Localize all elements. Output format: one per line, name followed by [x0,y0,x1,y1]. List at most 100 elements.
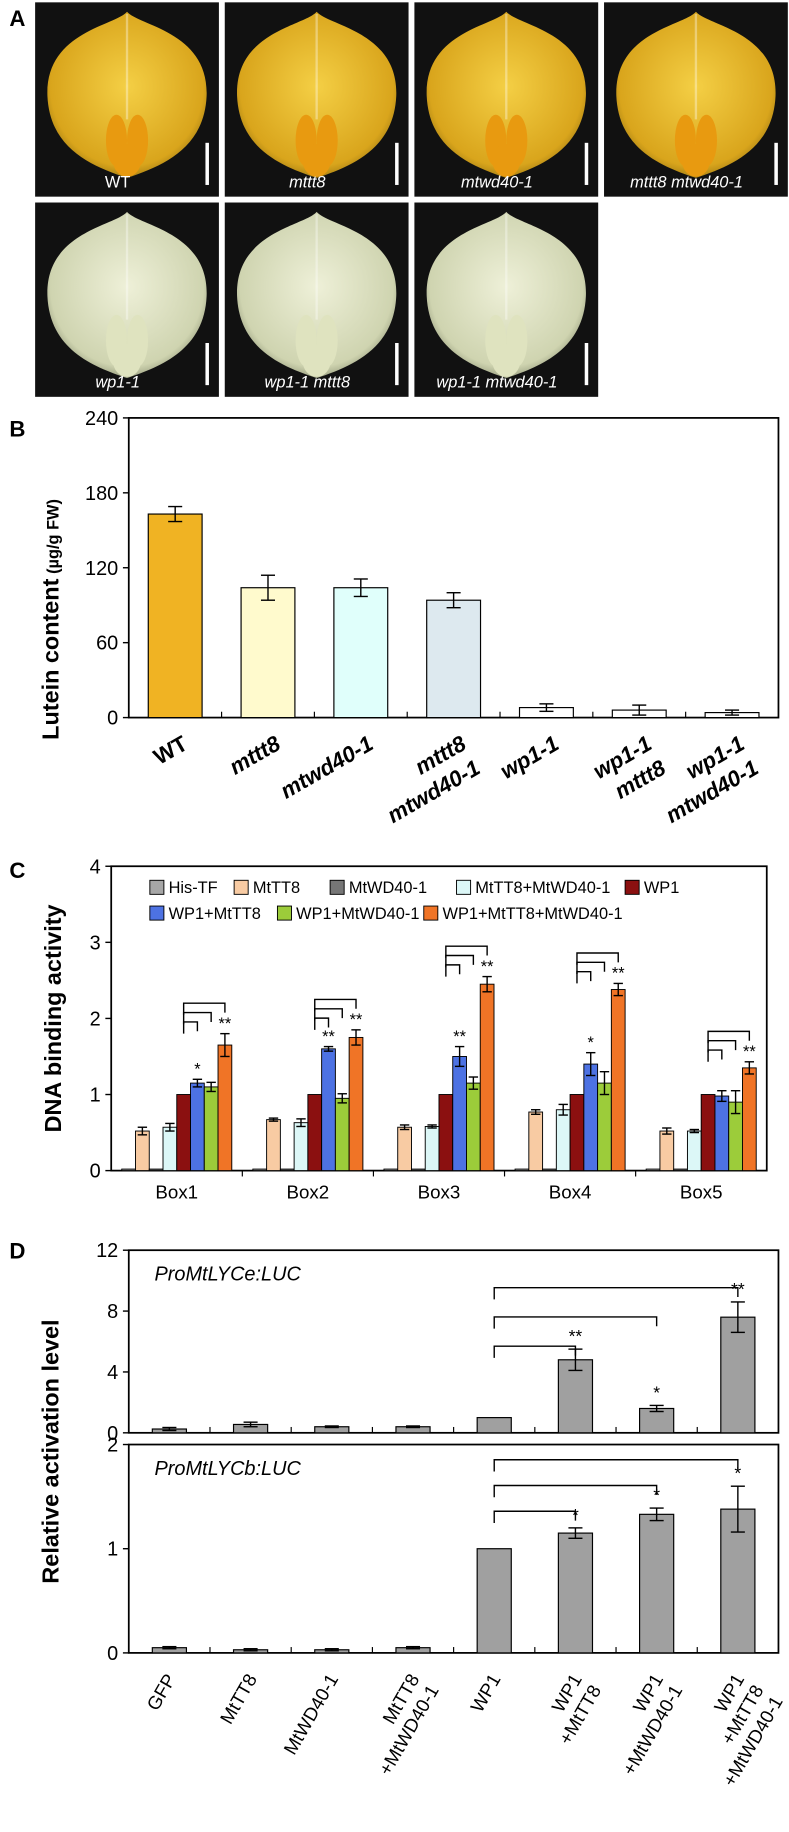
bar [597,1082,612,1172]
genotype-label: mtwd40-1 [461,173,533,191]
genotype-label: wp1-1 mttt8 [265,373,351,391]
bar [476,1417,512,1434]
bar [639,1407,675,1434]
x-tick-label: mttt8 [225,730,285,779]
legend-label: MtTT8 [253,879,300,897]
x-tick-label: GFP [142,1670,179,1714]
bar [720,1508,756,1654]
legend-swatch [149,905,165,921]
legend-swatch [233,879,249,895]
bar [479,983,495,1172]
significance-label: ** [219,1015,232,1033]
y-tick-label: 0 [107,1643,118,1665]
bar [293,1122,309,1172]
bar [659,1130,675,1172]
bar [645,1168,661,1172]
genotype-label: WT [105,173,130,191]
legend-label: MtTT8+MtWD40-1 [475,879,610,897]
bar [307,1094,323,1172]
legend-swatch [456,879,472,895]
y-axis-label: Lutein content (µg/g FW) [38,499,64,740]
keel [681,143,710,177]
keel [112,143,142,177]
comparison-bracket [182,1011,212,1025]
bar [190,1082,205,1172]
legend-label: WP1 [644,879,680,897]
comparison-bracket [182,1021,199,1034]
bar [557,1359,594,1434]
petal [426,11,586,178]
legend-label: His-TF [169,879,218,897]
significance-label: * [734,1463,741,1483]
bar [686,1130,702,1172]
bar [639,1513,675,1654]
x-tick-label: WT [149,730,192,769]
y-tick-label: 2 [107,1435,118,1457]
keel [112,344,142,377]
bar [700,1094,716,1172]
annotation: ProMtLYCe:LUC [155,1264,302,1286]
x-tick-label: wp1-1mttt8 [589,730,671,808]
bar [121,1168,136,1172]
bar [148,1168,164,1172]
bar [411,1168,426,1172]
bar [741,1067,757,1172]
bar [424,1126,440,1172]
significance-label: * [653,1382,660,1402]
bar [279,1168,295,1172]
y-axis-label: Relative activation level [38,1319,64,1583]
legend-swatch [149,879,165,895]
x-tick-label: mtwd40-1 [276,731,377,804]
bar [147,513,203,719]
significance-label: ** [322,1028,335,1046]
y-axis-label-text: Lutein content [38,578,64,739]
petal [47,11,207,178]
petal [616,11,776,178]
bar [569,1094,585,1172]
comparison-bracket [493,1316,658,1329]
y-axis-unit: (µg/g FW) [45,499,63,574]
bar [397,1126,412,1172]
petal [236,211,397,379]
comparison-bracket [314,1017,330,1030]
significance-label: ** [612,965,625,983]
bar [476,1548,512,1654]
x-tick-label: MtTT8 [216,1670,261,1727]
petal [47,211,207,379]
bar [383,1168,399,1172]
panel-label: A [9,6,25,31]
bar [583,1063,599,1172]
keel [492,344,521,377]
y-tick-label: 1 [107,1539,118,1561]
bar [252,1168,268,1172]
y-tick-label: 120 [85,558,118,580]
comparison-bracket [576,961,606,975]
bar [266,1119,281,1172]
panel-label: B [9,417,25,442]
x-tick-label: Box4 [549,1182,592,1203]
bar [714,1095,730,1172]
legend-label: WP1+MtWD40-1 [296,905,419,923]
comparison-bracket [493,1510,577,1523]
x-tick-label: Box2 [287,1182,330,1203]
comparison-bracket [182,1002,226,1015]
comparison-bracket [493,1459,739,1472]
legend-swatch [423,905,439,921]
x-tick-label: WP1+MtTT8 [535,1670,605,1748]
legend-swatch [624,879,640,895]
y-tick-label: 4 [107,1362,118,1384]
bar [557,1532,594,1654]
x-tick-label: WP1 [466,1670,504,1716]
panel-label: D [9,1238,25,1263]
legend-swatch [276,905,292,921]
legend-label: WP1+MtTT8 [169,905,261,923]
y-tick-label: 0 [90,1161,101,1183]
y-tick-label: 3 [90,932,101,954]
x-tick-label: MtWD40-1 [279,1670,342,1758]
comparison-bracket [707,1040,737,1053]
comparison-bracket [493,1484,658,1498]
x-tick-label: mttt8mtwd40-1 [369,730,485,828]
bar [321,1048,336,1172]
